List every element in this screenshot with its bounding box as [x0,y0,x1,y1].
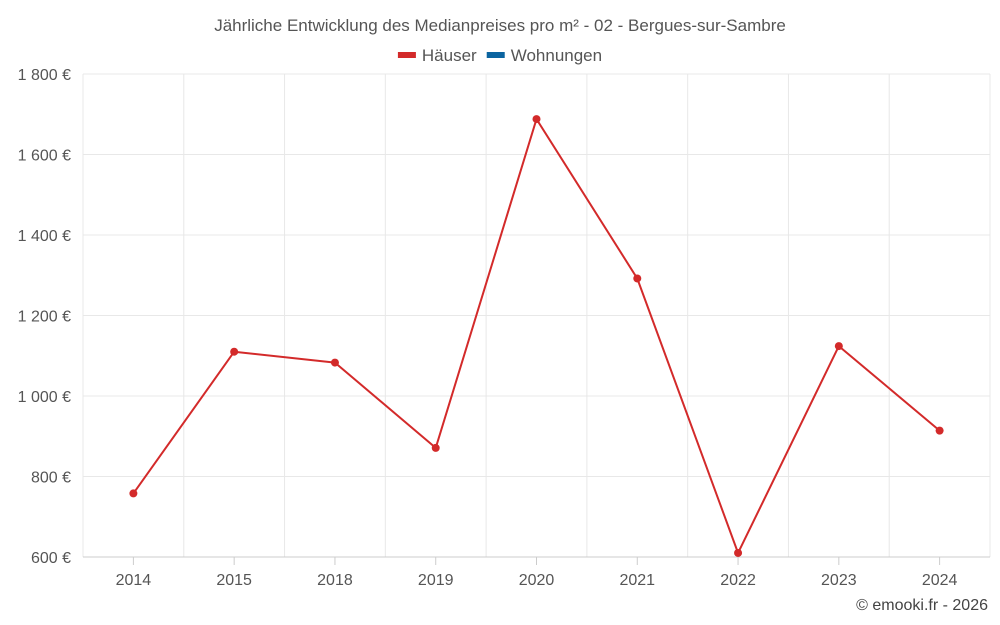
data-point[interactable] [431,443,440,452]
x-tick-label: 2024 [922,572,958,589]
data-point[interactable] [129,489,138,498]
y-tick-label: 1 400 € [18,228,71,245]
legend-swatch [397,52,416,58]
legend: Häuser Wohnungen [397,46,602,65]
data-point[interactable] [532,115,541,124]
legend-swatch [486,52,505,58]
y-tick-label: 1 200 € [18,309,71,326]
x-tick-label: 2019 [418,572,454,589]
legend-item[interactable]: Häuser [397,46,477,65]
grid [82,73,991,557]
x-tick-label: 2015 [216,572,252,589]
x-tick-label: 2018 [317,572,353,589]
y-tick-label: 800 € [31,470,71,487]
data-point[interactable] [230,347,239,356]
y-tick-label: 1 800 € [18,67,71,84]
credit-text: © emooki.fr - 2026 [856,597,988,614]
axes: 600 € 800 € 1 000 € 1 200 € 1 400 € 1 600 € 1 … [18,67,990,589]
data-point[interactable] [935,426,944,435]
legend-item[interactable]: Wohnungen [486,46,602,65]
legend-label: Wohnungen [511,46,602,65]
series-line-0 [132,118,941,554]
x-tick-label: 2023 [821,572,857,589]
x-tick-label: 2021 [619,572,655,589]
x-tick-label: 2020 [519,572,555,589]
y-tick-label: 1 000 € [18,389,71,406]
y-tick-label: 1 600 € [18,148,71,165]
x-tick-label: 2014 [116,572,152,589]
y-tick-label: 600 € [31,550,71,567]
chart-title: Jährliche Entwicklung des Medianpreises … [214,16,786,35]
x-tick-label: 2022 [720,572,756,589]
legend-label: Häuser [422,46,477,65]
series-layer [129,115,944,557]
data-point[interactable] [834,342,843,351]
data-point[interactable] [734,548,743,557]
data-point[interactable] [633,274,642,283]
data-point[interactable] [330,358,339,367]
